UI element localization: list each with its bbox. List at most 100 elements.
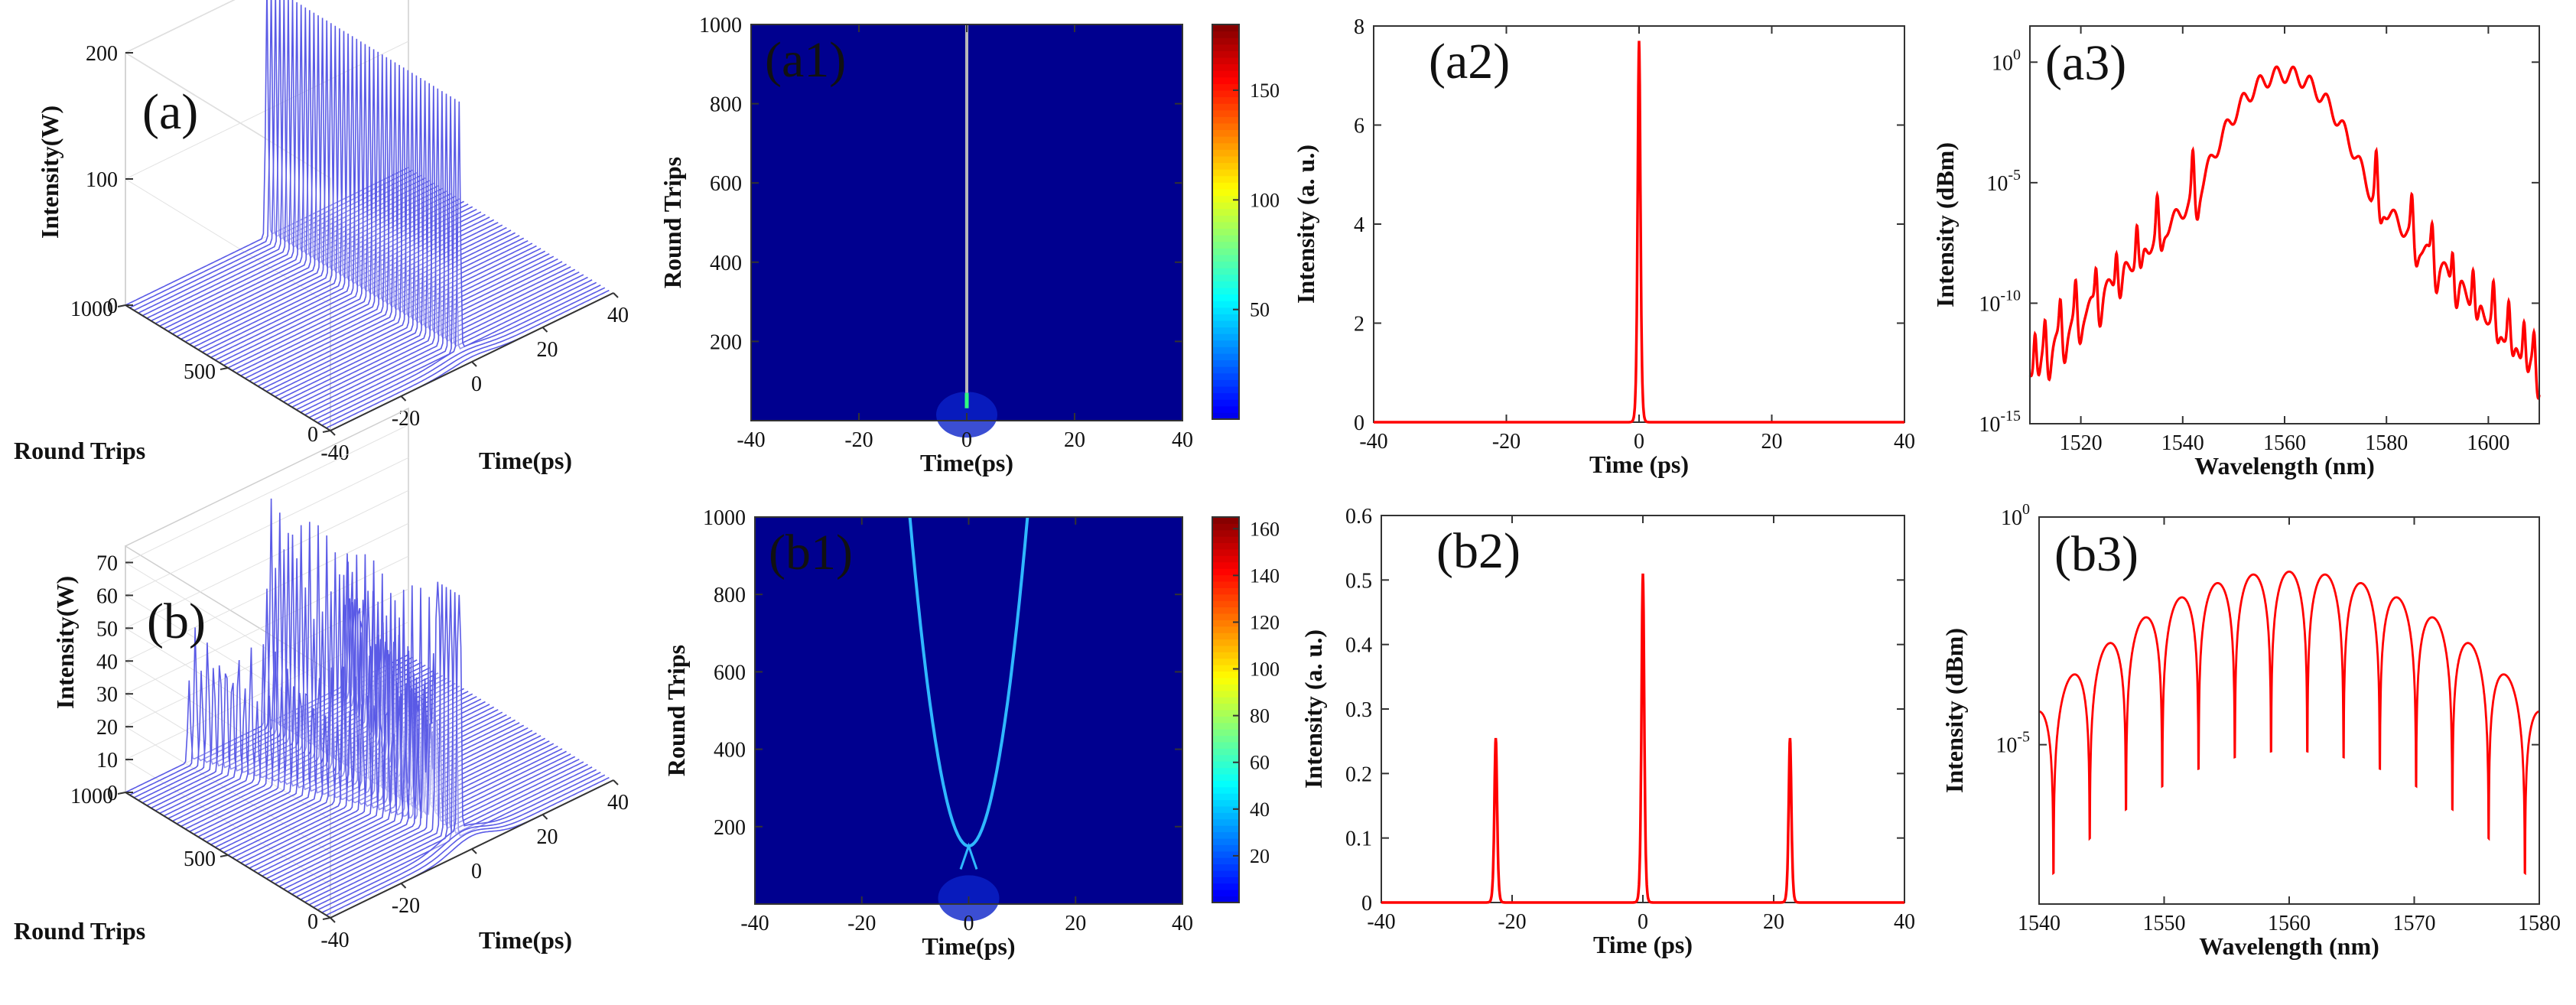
round-trip-trace bbox=[193, 25, 477, 348]
colorbar-segment bbox=[1212, 254, 1239, 262]
round-trip-trace bbox=[249, 60, 533, 382]
x-tick-label: -40 bbox=[1359, 430, 1387, 454]
round-trip-trace bbox=[138, 0, 422, 314]
x-tick-label: 40 bbox=[1894, 910, 1915, 934]
colorbar-segment bbox=[1212, 346, 1239, 354]
x-tick-label: -20 bbox=[392, 894, 420, 918]
colorbar: 50 100 150 bbox=[1212, 24, 1280, 420]
colorbar-segment bbox=[1212, 300, 1239, 308]
colorbar-segment bbox=[1212, 96, 1239, 104]
round-trip-trace bbox=[129, 0, 413, 309]
colorbar-segment bbox=[1212, 327, 1239, 334]
round-trip-trace bbox=[295, 581, 580, 898]
round-trip-trace bbox=[219, 41, 503, 363]
panel-label: (b3) bbox=[2054, 526, 2139, 582]
colorbar-segment bbox=[1212, 811, 1239, 820]
x-tick-label: 0 bbox=[1638, 910, 1648, 934]
colorbar-segment bbox=[1212, 677, 1239, 685]
round-trip-trace bbox=[206, 561, 490, 843]
colorbar-segment bbox=[1212, 607, 1239, 614]
round-trip-trace bbox=[202, 574, 486, 841]
y-tick-label: 1000 bbox=[703, 506, 746, 530]
round-trip-trace bbox=[265, 70, 550, 392]
panel-label: (b1) bbox=[769, 525, 853, 581]
y-tick-label: 0 bbox=[307, 910, 318, 934]
y-axis-label: Round Trips bbox=[14, 917, 145, 945]
colorbar-segment bbox=[1212, 594, 1239, 601]
colorbar-segment bbox=[1212, 148, 1239, 157]
colorbar-segment bbox=[1212, 522, 1239, 531]
x-tick-label: 0 bbox=[471, 860, 482, 883]
y-tick-mark bbox=[220, 854, 229, 857]
colorbar-segment bbox=[1212, 715, 1239, 724]
colorbar-segment bbox=[1212, 876, 1239, 884]
colorbar-segment bbox=[1212, 574, 1239, 582]
z-tick-label: 0 bbox=[107, 294, 118, 318]
round-trip-trace bbox=[223, 44, 507, 366]
x-tick-label: 1560 bbox=[2268, 912, 2311, 935]
colorbar-segment bbox=[1212, 883, 1239, 890]
round-trip-trace bbox=[249, 593, 533, 869]
colorbar-frame bbox=[1212, 516, 1240, 903]
round-trip-trace bbox=[253, 600, 537, 872]
line-chart-a2: -40 -20 0 20 40 0 2 4 6 8 Time (ps) Intensity (a. u… bbox=[1292, 15, 1915, 478]
colorbar-segment bbox=[1212, 645, 1239, 652]
colorbar-segment bbox=[1212, 818, 1239, 826]
colorbar-segment bbox=[1212, 241, 1239, 249]
y-tick-label: 10-5 bbox=[1986, 167, 2021, 196]
colorbar-segment bbox=[1212, 722, 1239, 730]
z-tick-label: 100 bbox=[86, 168, 118, 192]
colorbar-segment bbox=[1212, 261, 1239, 268]
round-trip-trace bbox=[240, 54, 525, 377]
colorbar-segment bbox=[1212, 385, 1239, 394]
y-tick-label: 800 bbox=[710, 93, 742, 117]
z-axis-label: Intensity(W) bbox=[36, 106, 63, 239]
colorbar-segment bbox=[1212, 851, 1239, 858]
x-tick-label: 40 bbox=[1894, 430, 1915, 454]
colorbar-segment bbox=[1212, 294, 1239, 301]
round-trip-trace bbox=[176, 15, 460, 337]
y-tick-label: 800 bbox=[714, 584, 746, 607]
colorbar-segment bbox=[1212, 696, 1239, 704]
colorbar-segment bbox=[1212, 864, 1239, 871]
line-chart-b2: -40 -20 0 20 40 0 0.1 0.2 0.3 0.4 0.5 0.6 Time (ps) I… bbox=[1299, 505, 1915, 958]
x-tick-mark bbox=[400, 395, 407, 402]
colorbar-segment bbox=[1212, 267, 1239, 275]
round-trip-trace bbox=[244, 615, 529, 867]
colorbar-segment bbox=[1212, 221, 1239, 229]
soliton-trace-right bbox=[968, 516, 1029, 848]
colorbar-segment bbox=[1212, 31, 1239, 38]
colorbar-segment bbox=[1212, 844, 1239, 852]
x-tick-label: 40 bbox=[607, 304, 629, 327]
colorbar-segment bbox=[1212, 63, 1239, 71]
colorbar-segment bbox=[1212, 208, 1239, 216]
waterfall-b: 0 10 20 30 40 50 60 70 -40 -20 0 20 40 0 500 1000 Intens… bbox=[14, 407, 629, 954]
y-axis-label: Intensity (dBm) bbox=[1940, 628, 1968, 793]
y-tick-mark bbox=[117, 304, 126, 307]
pulse-series bbox=[1381, 573, 1904, 904]
round-trip-trace bbox=[275, 75, 558, 398]
x-axis-label: Wavelength (nm) bbox=[2194, 452, 2375, 480]
y-tick-label: 100 bbox=[2001, 501, 2030, 530]
colorbar-segment bbox=[1212, 786, 1239, 794]
colorbar-segment bbox=[1212, 548, 1239, 556]
colorbar-segment bbox=[1212, 333, 1239, 341]
colorbar-tick-label: 20 bbox=[1250, 845, 1270, 867]
x-tick-mark bbox=[613, 779, 619, 785]
round-trip-trace bbox=[300, 91, 584, 413]
round-trip-trace bbox=[278, 77, 563, 400]
colorbar-segment bbox=[1212, 366, 1239, 374]
colorbar: 20 40 60 80 100 120 140 160 bbox=[1212, 516, 1280, 903]
round-trip-trace bbox=[287, 83, 571, 405]
round-trip-trace bbox=[184, 20, 469, 343]
colorbar-segment bbox=[1212, 529, 1239, 537]
spectrum-series bbox=[2038, 571, 2540, 876]
x-axis-label: Time (ps) bbox=[1593, 931, 1693, 958]
colorbar-segment bbox=[1212, 76, 1239, 84]
colorbar-segment bbox=[1212, 870, 1239, 877]
x-tick-label: 1540 bbox=[2161, 431, 2204, 455]
colorbar-segment bbox=[1212, 542, 1239, 550]
round-trip-trace bbox=[223, 554, 507, 854]
colorbar-tick-label: 120 bbox=[1250, 611, 1280, 633]
y-tick-label: 1000 bbox=[699, 14, 742, 37]
